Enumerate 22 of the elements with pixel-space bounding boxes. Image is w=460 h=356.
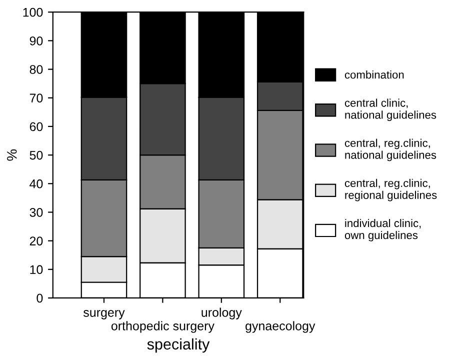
x-tick-label: urology xyxy=(202,308,242,320)
legend-label: individual clinic, own guidelines xyxy=(344,218,421,242)
legend-label: central, reg.clinic, national guidelines xyxy=(344,138,436,162)
y-tick-label: 90 xyxy=(30,36,43,46)
y-tick-label: 70 xyxy=(30,94,43,103)
y-tick-label: 20 xyxy=(30,236,43,246)
y-tick-label: 10 xyxy=(30,265,43,274)
y-tick-label: 100 xyxy=(23,8,43,17)
legend-label: central clinic, national guidelines xyxy=(344,98,436,121)
x-axis-title: speciality xyxy=(147,338,210,353)
y-tick-label: 80 xyxy=(30,65,43,74)
x-tick-label: gynaecology xyxy=(246,321,316,333)
y-axis-title: % xyxy=(7,149,17,161)
y-tick-label: 50 xyxy=(30,150,43,160)
legend-label: central, reg.clinic, regional guidelines xyxy=(344,178,437,202)
y-tick-label: 60 xyxy=(30,122,43,132)
x-tick-label: orthopedic surgery xyxy=(111,321,214,333)
y-tick-label: 0 xyxy=(36,294,43,303)
x-tick-label: surgery xyxy=(83,310,125,320)
y-tick-label: 40 xyxy=(30,179,43,188)
y-tick-label: 30 xyxy=(30,208,43,217)
legend-label: combination xyxy=(344,70,404,79)
